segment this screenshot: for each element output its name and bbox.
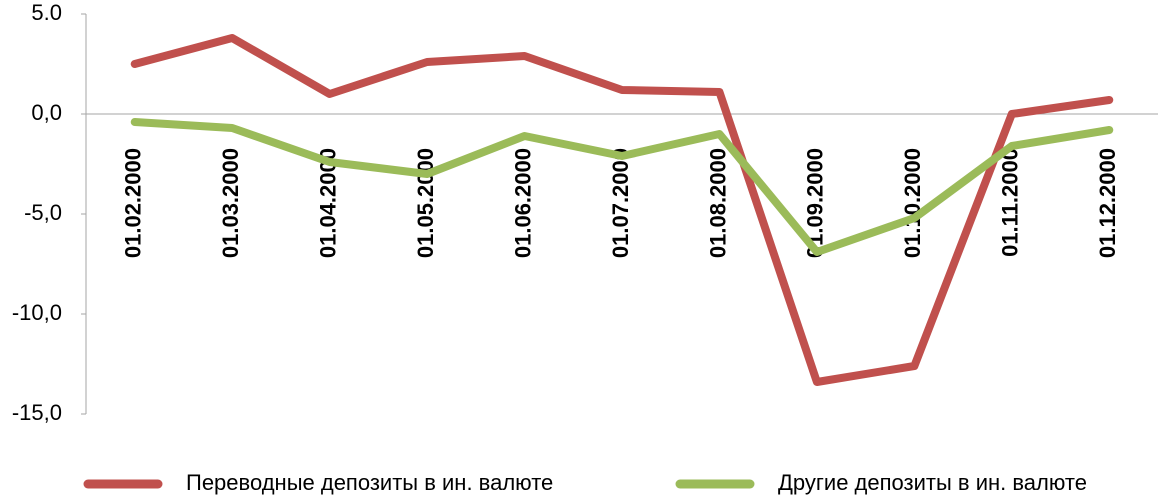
y-tick-label: 5.0 bbox=[31, 0, 62, 25]
y-tick-label: -15,0 bbox=[12, 400, 62, 425]
legend-label: Другие депозиты в ин. валюте bbox=[778, 470, 1087, 495]
series-line bbox=[130, 34, 1114, 386]
legend-label: Переводные депозиты в ин. валюте bbox=[186, 470, 553, 495]
x-tick-label: 01.03.2000 bbox=[218, 148, 243, 258]
y-tick-label: -5,0 bbox=[24, 200, 62, 225]
y-tick-label: 0,0 bbox=[31, 100, 62, 125]
x-tick-label: 01.06.2000 bbox=[510, 148, 535, 258]
series-line bbox=[130, 118, 1114, 256]
x-tick-label: 01.10.2000 bbox=[900, 148, 925, 258]
y-tick-label: -10,0 bbox=[12, 300, 62, 325]
x-tick-label: 01.12.2000 bbox=[1095, 148, 1120, 258]
x-tick-label: 01.02.2000 bbox=[121, 148, 146, 258]
x-tick-label: 01.08.2000 bbox=[705, 148, 730, 258]
x-tick-label: 01.11.2000 bbox=[998, 148, 1023, 257]
x-tick-label: 01.05.2000 bbox=[413, 148, 438, 258]
x-tick-label: 01.07.2000 bbox=[608, 148, 633, 258]
